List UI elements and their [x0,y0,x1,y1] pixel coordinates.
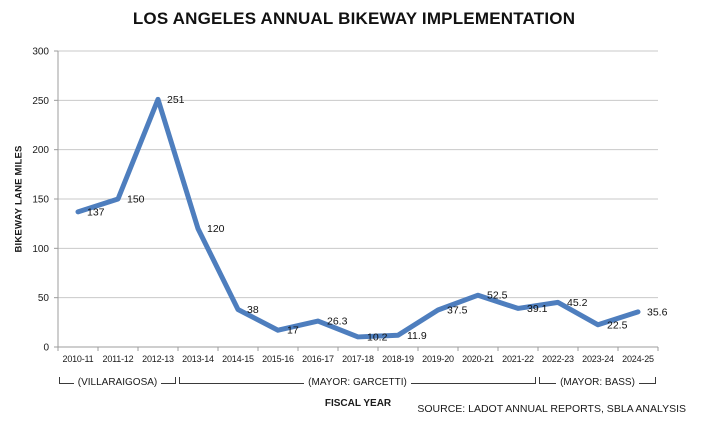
data-label: 22.5 [607,319,628,331]
x-tick-label: 2022-23 [542,354,574,364]
data-label: 52.5 [487,290,508,302]
x-tick-label: 2015-16 [262,354,294,364]
bracket-line [410,382,536,384]
x-tick-label: 2011-12 [103,354,134,364]
mayor-bracket: (VILLARAIGOSA) [59,376,176,390]
bracket-end-tick [539,376,540,384]
bracket-end-tick [535,376,537,384]
x-axis-title: FISCAL YEAR [324,398,392,409]
mayor-bracket-label: (MAYOR: GARCETTI) [308,376,407,388]
y-tick-label: 150 [32,195,49,206]
data-label: 251 [167,94,185,106]
x-tick-label: 2013-14 [182,354,214,364]
bracket-line [638,382,656,384]
mayor-bracket-label: (MAYOR: BASS) [560,376,635,388]
bracket-line [60,382,74,384]
y-tick-label: 250 [32,96,49,107]
data-label: 137 [87,206,105,218]
data-label: 26.3 [327,316,348,328]
data-label: 39.1 [527,303,548,315]
data-label: 35.6 [647,306,668,318]
data-label: 120 [207,223,225,235]
mayor-bracket: (MAYOR: BASS) [539,376,657,390]
chart-title: LOS ANGELES ANNUAL BIKEWAY IMPLEMENTATIO… [132,9,576,28]
bracket-end-tick [59,376,60,384]
bracket-end-tick [655,376,657,384]
data-label: 10.2 [367,331,388,343]
x-tick-label: 2024-25 [622,354,654,364]
x-tick-label: 2020-21 [462,354,494,364]
mayor-bracket: (MAYOR: GARCETTI) [179,376,537,390]
x-tick-label: 2010-11 [63,354,94,364]
y-tick-label: 100 [32,244,49,255]
bracket-line [180,382,305,384]
data-label: 38 [247,304,259,316]
x-tick-label: 2021-22 [502,354,534,364]
x-tick-label: 2014-15 [222,354,254,364]
x-tick-label: 2016-17 [302,354,334,364]
data-label: 45.2 [567,297,588,309]
bracket-end-tick [175,376,176,384]
data-label: 150 [127,194,145,206]
x-tick-label: 2019-20 [422,354,454,364]
data-label: 37.5 [447,305,468,317]
bracket-line [161,382,175,384]
bracket-end-tick [179,376,180,384]
y-tick-label: 200 [32,145,49,156]
mayor-bracket-label: (VILLARAIGOSA) [77,376,158,388]
y-tick-label: 300 [32,47,49,58]
x-tick-label: 2023-24 [582,354,614,364]
y-tick-label: 0 [43,343,49,354]
x-tick-label: 2017-18 [342,354,374,364]
x-tick-label: 2018-19 [382,354,414,364]
bracket-line [540,382,557,384]
data-label: 17 [287,325,299,337]
trend-line [75,96,641,340]
source-note: SOURCE: LADOT ANNUAL REPORTS, SBLA ANALY… [417,403,686,415]
x-tick-label: 2012-13 [142,354,174,364]
data-label: 11.9 [407,330,427,342]
y-tick-label: 50 [38,293,50,304]
